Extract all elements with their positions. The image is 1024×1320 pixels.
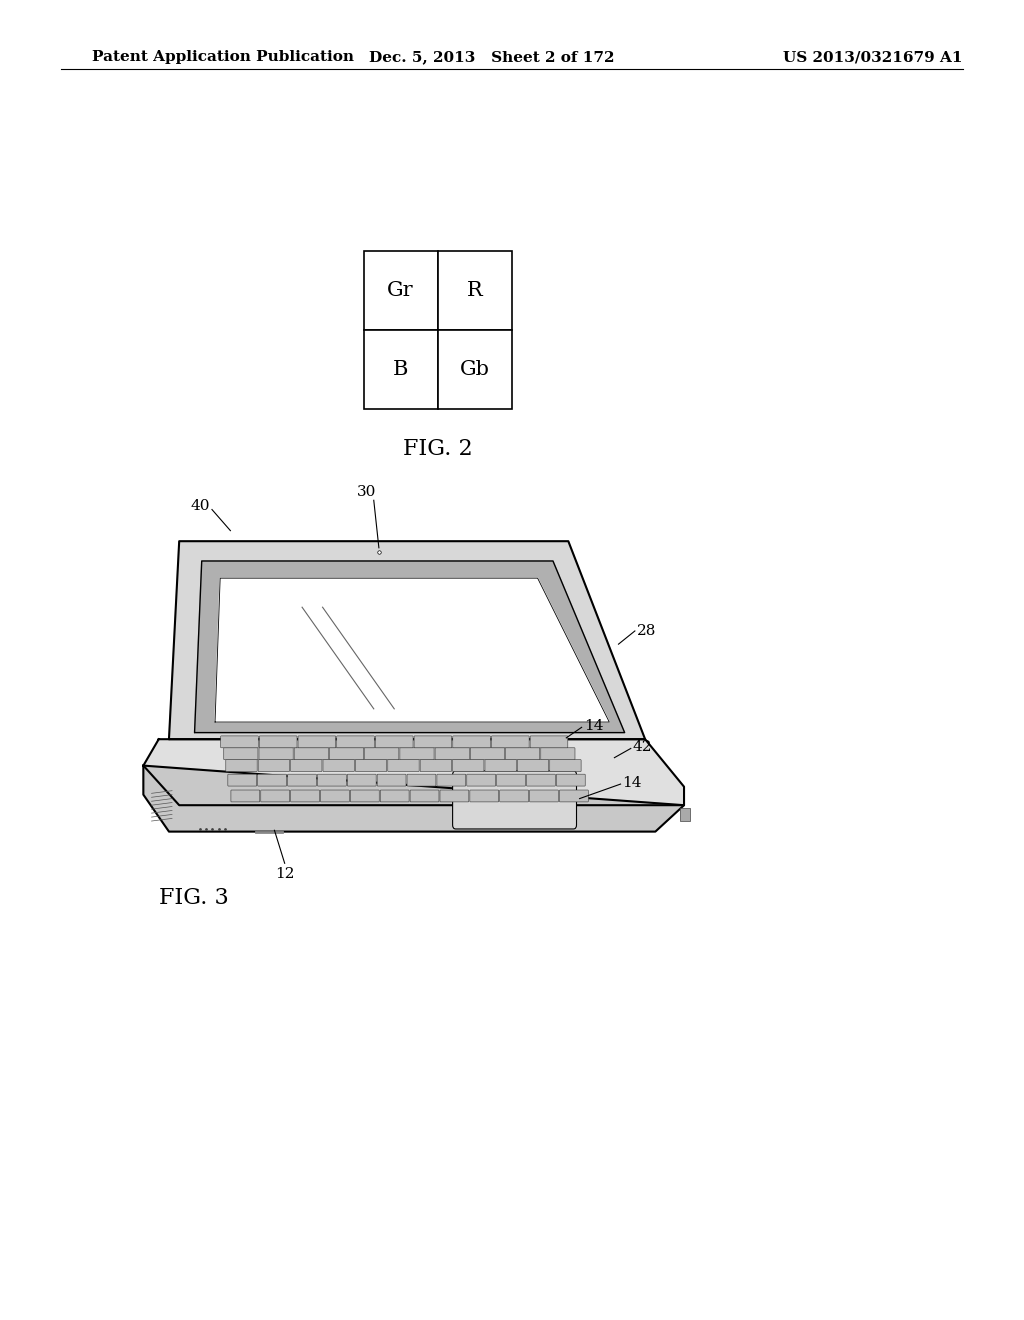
- FancyBboxPatch shape: [435, 747, 469, 759]
- Text: 14: 14: [584, 719, 603, 733]
- FancyBboxPatch shape: [258, 774, 287, 785]
- FancyBboxPatch shape: [337, 737, 375, 747]
- Polygon shape: [169, 541, 645, 739]
- FancyBboxPatch shape: [556, 774, 586, 785]
- FancyBboxPatch shape: [414, 737, 452, 747]
- FancyBboxPatch shape: [408, 774, 436, 785]
- FancyBboxPatch shape: [288, 774, 316, 785]
- FancyBboxPatch shape: [380, 789, 410, 801]
- Polygon shape: [143, 766, 684, 832]
- Text: 28: 28: [637, 624, 656, 638]
- FancyBboxPatch shape: [347, 774, 376, 785]
- FancyBboxPatch shape: [259, 747, 293, 759]
- FancyBboxPatch shape: [485, 759, 516, 771]
- Text: FIG. 2: FIG. 2: [403, 438, 472, 461]
- Text: 40: 40: [190, 499, 210, 512]
- FancyBboxPatch shape: [470, 747, 505, 759]
- FancyBboxPatch shape: [221, 737, 258, 747]
- FancyBboxPatch shape: [526, 774, 555, 785]
- FancyBboxPatch shape: [225, 759, 257, 771]
- FancyBboxPatch shape: [291, 789, 319, 801]
- FancyBboxPatch shape: [294, 747, 329, 759]
- FancyBboxPatch shape: [541, 747, 575, 759]
- FancyBboxPatch shape: [258, 759, 290, 771]
- FancyBboxPatch shape: [453, 759, 484, 771]
- Text: Dec. 5, 2013   Sheet 2 of 172: Dec. 5, 2013 Sheet 2 of 172: [369, 50, 614, 65]
- Bar: [364, 330, 438, 409]
- FancyBboxPatch shape: [350, 789, 379, 801]
- FancyBboxPatch shape: [453, 771, 577, 829]
- FancyBboxPatch shape: [500, 789, 528, 801]
- Text: 12: 12: [274, 867, 295, 882]
- Text: Gr: Gr: [387, 281, 414, 300]
- FancyBboxPatch shape: [559, 789, 588, 801]
- Polygon shape: [195, 561, 625, 733]
- FancyBboxPatch shape: [231, 789, 260, 801]
- FancyBboxPatch shape: [355, 759, 387, 771]
- FancyBboxPatch shape: [388, 759, 419, 771]
- Polygon shape: [215, 578, 609, 722]
- FancyBboxPatch shape: [399, 747, 434, 759]
- Bar: [438, 330, 512, 409]
- Text: 42: 42: [633, 741, 652, 754]
- FancyBboxPatch shape: [470, 789, 499, 801]
- Bar: [364, 251, 438, 330]
- FancyBboxPatch shape: [259, 737, 297, 747]
- FancyBboxPatch shape: [467, 774, 496, 785]
- FancyBboxPatch shape: [321, 789, 349, 801]
- FancyBboxPatch shape: [410, 789, 439, 801]
- Polygon shape: [143, 739, 684, 805]
- FancyBboxPatch shape: [437, 774, 466, 785]
- FancyBboxPatch shape: [323, 759, 354, 771]
- FancyBboxPatch shape: [517, 759, 549, 771]
- FancyBboxPatch shape: [440, 789, 469, 801]
- FancyBboxPatch shape: [377, 774, 406, 785]
- FancyBboxPatch shape: [506, 747, 540, 759]
- FancyBboxPatch shape: [550, 759, 582, 771]
- FancyBboxPatch shape: [497, 774, 525, 785]
- FancyBboxPatch shape: [227, 774, 257, 785]
- FancyBboxPatch shape: [330, 747, 364, 759]
- Text: Patent Application Publication: Patent Application Publication: [92, 50, 354, 65]
- FancyBboxPatch shape: [365, 747, 399, 759]
- Bar: [438, 251, 512, 330]
- Text: Gb: Gb: [460, 360, 489, 379]
- Text: FIG. 3: FIG. 3: [159, 887, 228, 909]
- FancyBboxPatch shape: [298, 737, 336, 747]
- FancyBboxPatch shape: [530, 737, 568, 747]
- FancyBboxPatch shape: [529, 789, 558, 801]
- Text: 14: 14: [623, 776, 642, 789]
- FancyBboxPatch shape: [376, 737, 413, 747]
- FancyBboxPatch shape: [261, 789, 290, 801]
- Text: R: R: [467, 281, 482, 300]
- Text: B: B: [393, 360, 409, 379]
- FancyBboxPatch shape: [223, 747, 258, 759]
- FancyBboxPatch shape: [291, 759, 322, 771]
- Text: US 2013/0321679 A1: US 2013/0321679 A1: [783, 50, 963, 65]
- FancyBboxPatch shape: [492, 737, 529, 747]
- FancyBboxPatch shape: [453, 737, 490, 747]
- Text: 30: 30: [357, 484, 376, 499]
- Bar: [680, 808, 690, 821]
- FancyBboxPatch shape: [420, 759, 452, 771]
- FancyBboxPatch shape: [317, 774, 346, 785]
